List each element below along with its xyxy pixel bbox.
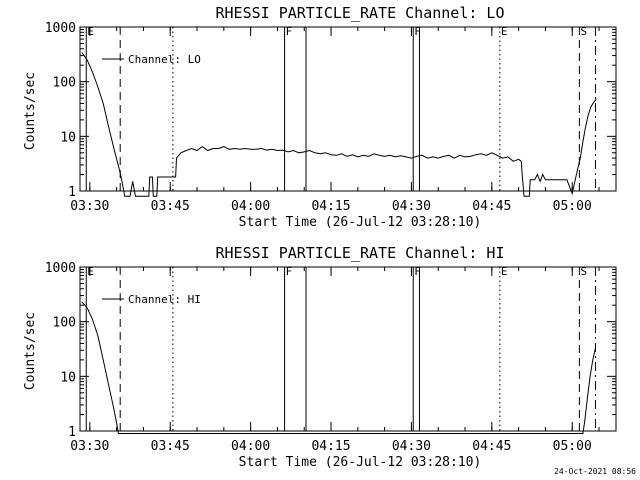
event-marker-label: S (580, 265, 587, 278)
legend-entry: Channel: HI (128, 293, 201, 306)
x-tick-label: 05:00 (553, 199, 592, 214)
x-tick-label: 03:30 (70, 439, 109, 454)
x-tick-label: 04:00 (231, 199, 270, 214)
legend-entry: Channel: LO (128, 53, 201, 66)
series-line (81, 52, 597, 197)
x-tick-label: 04:15 (311, 199, 350, 214)
x-tick-label: 03:30 (70, 199, 109, 214)
y-tick-label: 1 (68, 185, 76, 200)
chart-title: RHESSI PARTICLE_RATE Channel: LO (216, 4, 505, 22)
y-tick-label: 1000 (45, 261, 76, 276)
x-tick-label: 03:45 (151, 199, 190, 214)
event-marker-label: E (501, 265, 508, 278)
x-tick-label: 04:30 (392, 439, 431, 454)
event-marker-label: E (87, 25, 94, 38)
event-marker-label: F (286, 25, 293, 38)
x-tick-label: 04:45 (472, 439, 511, 454)
plot-frame (79, 26, 617, 192)
chart-title: RHESSI PARTICLE_RATE Channel: HI (216, 244, 505, 262)
event-marker-label: F (414, 265, 421, 278)
x-tick-label: 04:45 (472, 199, 511, 214)
x-tick-label: 04:15 (311, 439, 350, 454)
y-axis-label: Counts/sec (23, 312, 38, 390)
x-tick-label: 04:30 (392, 199, 431, 214)
y-tick-label: 100 (53, 316, 76, 331)
x-tick-label: 03:45 (151, 439, 190, 454)
x-axis-label: Start Time (26-Jul-12 03:28:10) (239, 455, 482, 470)
y-tick-label: 1000 (45, 21, 76, 36)
plot-frame (79, 266, 617, 432)
x-tick-label: 05:00 (553, 439, 592, 454)
event-marker-label: F (414, 25, 421, 38)
event-marker-label: E (501, 25, 508, 38)
event-marker-label: E (87, 265, 94, 278)
y-tick-label: 100 (53, 76, 76, 91)
event-marker-label: S (580, 25, 587, 38)
hi-channel-panel: RHESSI PARTICLE_RATE Channel: HI 1 10 100 10… (23, 244, 617, 470)
y-tick-label: 10 (60, 130, 76, 145)
y-tick-label: 10 (60, 370, 76, 385)
x-axis-label: Start Time (26-Jul-12 03:28:10) (239, 215, 482, 230)
event-marker-label: F (286, 265, 293, 278)
x-tick-label: 04:00 (231, 439, 270, 454)
y-tick-label: 1 (68, 425, 76, 440)
footer-date: 24-Oct-2021 08:56 (554, 467, 636, 476)
y-axis-label: Counts/sec (23, 72, 38, 150)
lo-channel-panel: RHESSI PARTICLE_RATE Channel: LO 1 10 100 10… (23, 4, 617, 230)
series-line (81, 301, 596, 434)
